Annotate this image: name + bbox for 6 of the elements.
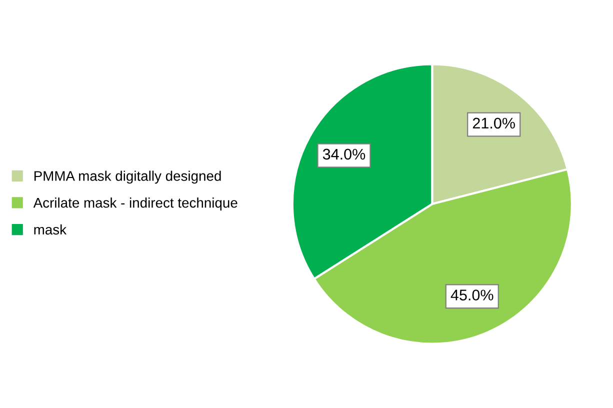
data-label: 21.0% [472,118,515,129]
legend-label: Acrilate mask - indirect technique [33,198,238,210]
legend-label: mask [34,224,67,235]
legend-label: PMMA mask digitally designed [34,170,221,184]
data-label: 45.0% [450,290,494,300]
data-label: 34.0% [322,148,366,160]
